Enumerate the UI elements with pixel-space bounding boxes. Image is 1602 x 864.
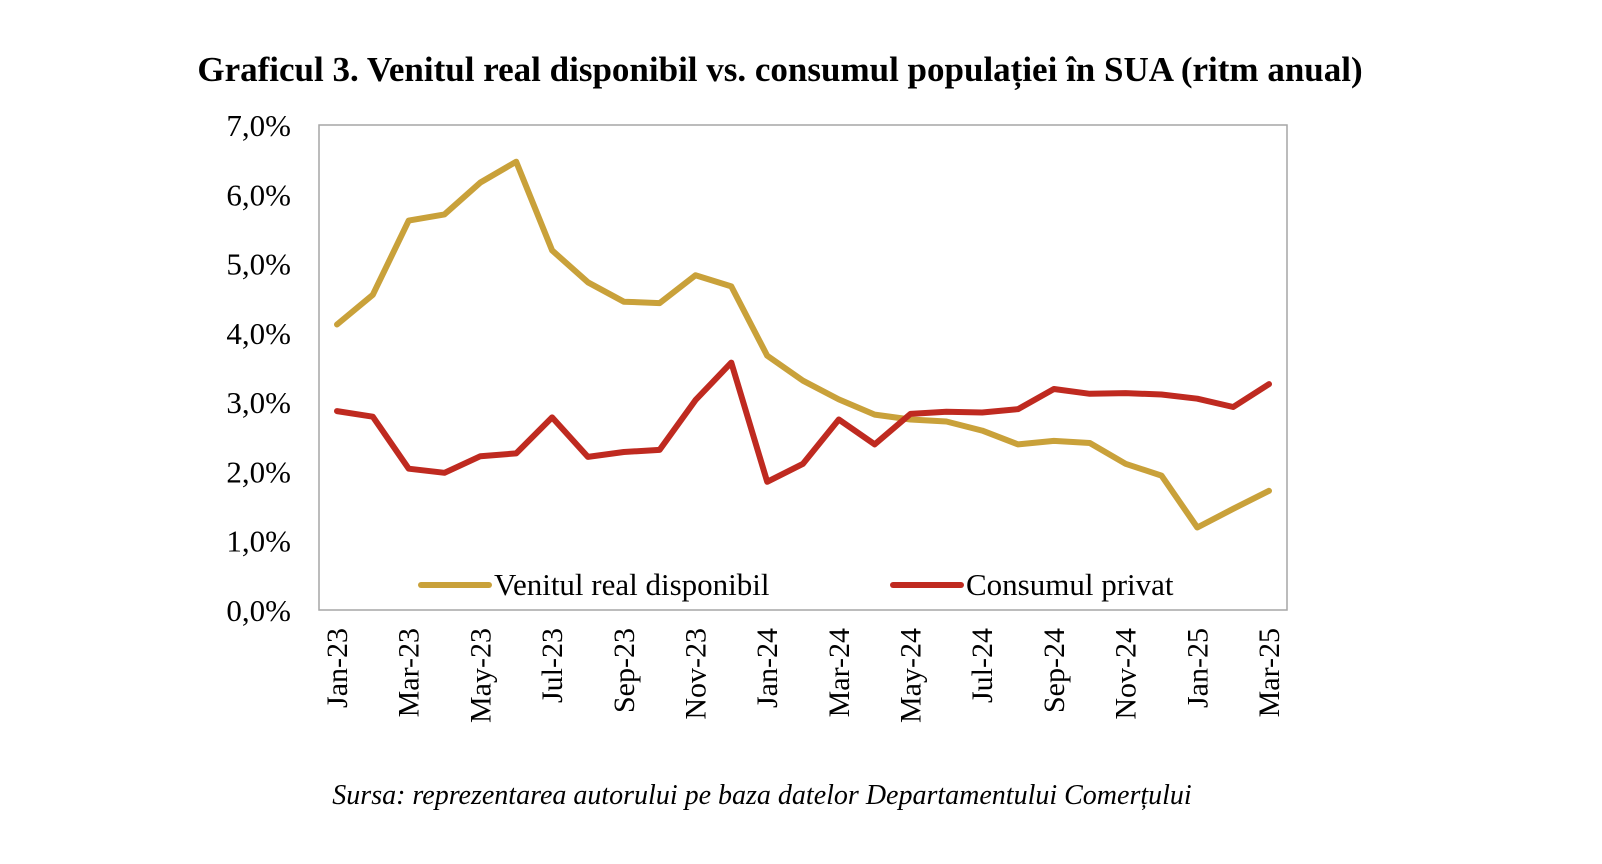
- plot-area-frame: [318, 124, 1288, 611]
- x-tick-label: Mar-23: [393, 628, 426, 717]
- y-tick-label: 2,0%: [226, 454, 291, 489]
- y-axis-labels: 0,0% 1,0% 2,0% 3,0% 4,0% 5,0% 6,0% 7,0%: [226, 108, 291, 628]
- series-line-venitul-real-disponibil: [334, 158, 1272, 531]
- x-tick-label: May-24: [895, 628, 928, 723]
- x-tick-label: Jan-25: [1181, 628, 1214, 708]
- y-tick-label: 7,0%: [226, 108, 291, 143]
- y-tick-label: 3,0%: [226, 385, 291, 420]
- y-tick-label: 5,0%: [226, 247, 291, 282]
- x-tick-label: Jul-24: [966, 628, 999, 703]
- y-tick-label: 1,0%: [226, 524, 291, 559]
- y-tick-label: 6,0%: [226, 177, 291, 212]
- legend-label-consumul-privat: Consumul privat: [966, 567, 1174, 602]
- x-tick-label: Nov-23: [679, 628, 712, 720]
- x-tick-label: Sep-23: [608, 628, 641, 713]
- y-tick-label: 0,0%: [226, 593, 291, 628]
- series-line-consumul-privat: [334, 359, 1272, 485]
- x-axis-labels: Jan-23 Mar-23 May-23 Jul-23 Sep-23 Nov-23 Jan-…: [321, 628, 1286, 723]
- x-tick-label: May-23: [464, 628, 497, 723]
- x-tick-label: Nov-24: [1110, 628, 1143, 720]
- x-tick-label: Mar-24: [823, 628, 856, 717]
- y-tick-label: 4,0%: [226, 316, 291, 351]
- x-tick-label: Jan-24: [751, 628, 784, 708]
- series-lines: [334, 158, 1272, 531]
- legend: Venitul real disponibil Consumul privat: [418, 567, 1174, 602]
- legend-label-venitul-real-disponibil: Venitul real disponibil: [494, 567, 770, 602]
- chart-source-note: Sursa: reprezentarea autorului pe baza d…: [332, 780, 1192, 811]
- x-tick-label: Jan-23: [321, 628, 354, 708]
- chart-title: Graficul 3. Venitul real disponibil vs. …: [197, 50, 1363, 89]
- x-tick-label: Jul-23: [536, 628, 569, 703]
- x-tick-label: Sep-24: [1038, 628, 1071, 713]
- x-tick-label: Mar-25: [1253, 628, 1286, 717]
